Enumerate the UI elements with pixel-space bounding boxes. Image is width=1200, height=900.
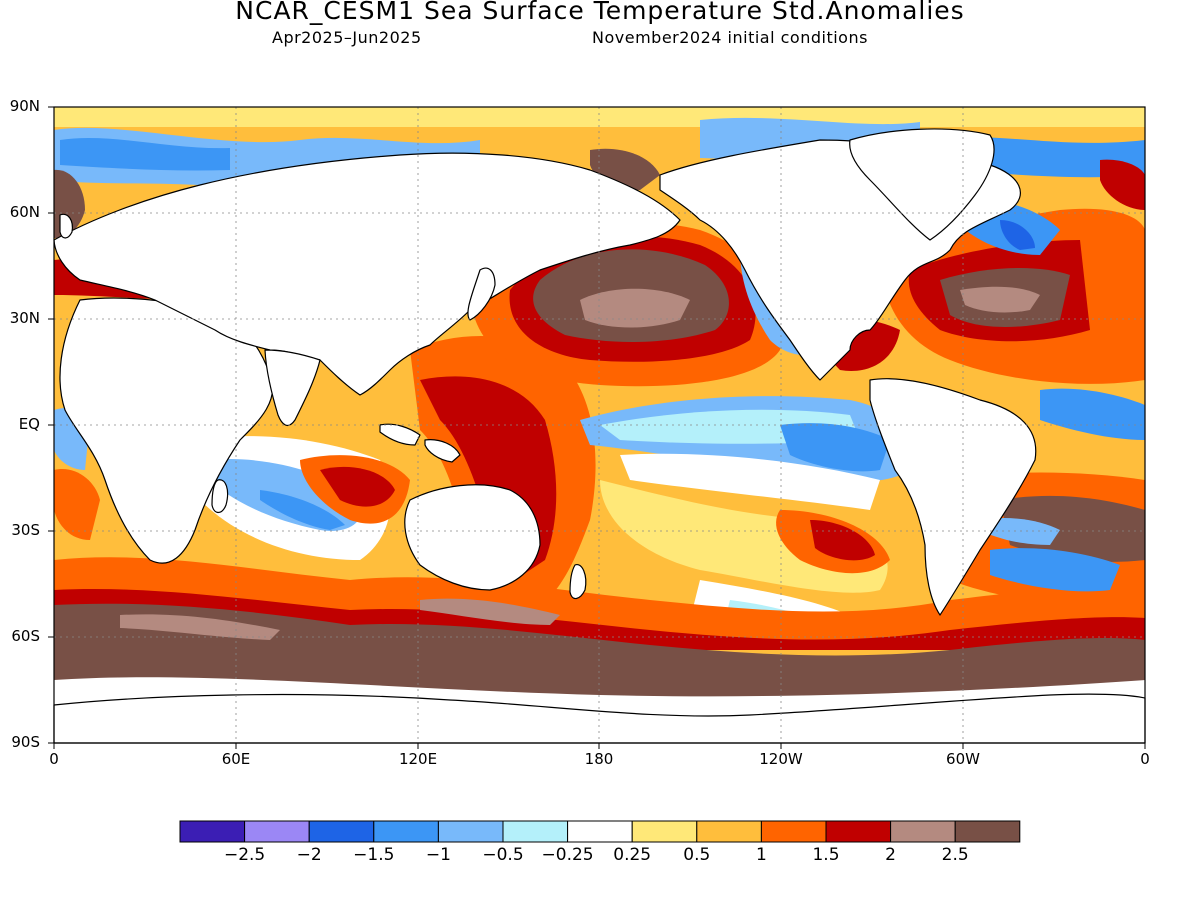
axis-ticks — [48, 106, 1146, 749]
lat-label-60n: 60N — [9, 203, 40, 221]
lon-label-120e: 120E — [398, 750, 438, 768]
colorbar-swatch — [954, 820, 1021, 843]
colorbar-tick-label: −2 — [296, 845, 322, 865]
colorbar-tick-label: 2.5 — [941, 845, 969, 865]
colorbar-swatch — [631, 820, 698, 843]
colorbar-swatch — [567, 820, 633, 843]
lat-label-eq: EQ — [18, 415, 40, 433]
colorbar-tick-label: −1 — [425, 845, 451, 865]
lat-label-90n: 90N — [9, 97, 40, 115]
graticule — [54, 107, 1145, 743]
colorbar-swatch — [890, 820, 956, 843]
colorbar-swatch — [308, 820, 375, 843]
landmass-australia — [404, 484, 541, 591]
lat-label-60s: 60S — [11, 627, 40, 645]
colorbar-tick-label: 2 — [885, 845, 896, 865]
landmass-madagascar — [211, 479, 229, 514]
colorbar-tick-label: −0.25 — [541, 845, 594, 865]
continents — [53, 128, 1146, 744]
landmass-indonesia — [379, 423, 421, 446]
colorbar-swatch — [244, 820, 310, 843]
colorbar-swatch — [373, 820, 439, 843]
colorbar-tick-label: 0.25 — [613, 845, 652, 865]
colorbar-tick-label: −2.5 — [223, 845, 266, 865]
colorbar-swatch — [179, 820, 246, 843]
landmass-antarctica — [53, 693, 1146, 744]
colorbar-tick-label: −0.5 — [482, 845, 524, 865]
landmass-new-zealand — [569, 564, 587, 600]
lon-label-60w: 60W — [946, 750, 980, 768]
colorbar — [179, 820, 1021, 843]
landmass-british-isles — [59, 213, 73, 239]
lat-label-90s: 90S — [11, 733, 40, 751]
lat-label-30n: 30N — [9, 309, 40, 327]
colorbar-swatch — [760, 820, 827, 843]
lat-label-30s: 30S — [11, 521, 40, 539]
colorbar-tick-label: −1.5 — [353, 845, 395, 865]
lon-label-0-west: 0 — [49, 750, 59, 768]
lon-label-0-east: 0 — [1140, 750, 1150, 768]
initial-conditions: November2024 initial conditions — [592, 28, 868, 47]
colorbar-swatch — [502, 820, 569, 843]
forecast-period: Apr2025–Jun2025 — [272, 28, 422, 47]
colorbar-swatch — [437, 820, 504, 843]
landmass-south-america — [869, 378, 1037, 616]
lon-label-180: 180 — [584, 750, 614, 768]
lon-label-60e: 60E — [221, 750, 251, 768]
colorbar-tick-label: 1.5 — [812, 845, 840, 865]
colorbar-swatch — [696, 820, 762, 843]
lon-label-120w: 120W — [759, 750, 803, 768]
landmass-india — [264, 349, 321, 427]
colorbar-swatch — [825, 820, 892, 843]
landmass-japan — [467, 267, 496, 321]
colorbar-tick-label: 0.5 — [683, 845, 711, 865]
map-title: NCAR_CESM1 Sea Surface Temperature Std.A… — [235, 0, 965, 25]
colorbar-tick-label: 1 — [755, 845, 767, 865]
